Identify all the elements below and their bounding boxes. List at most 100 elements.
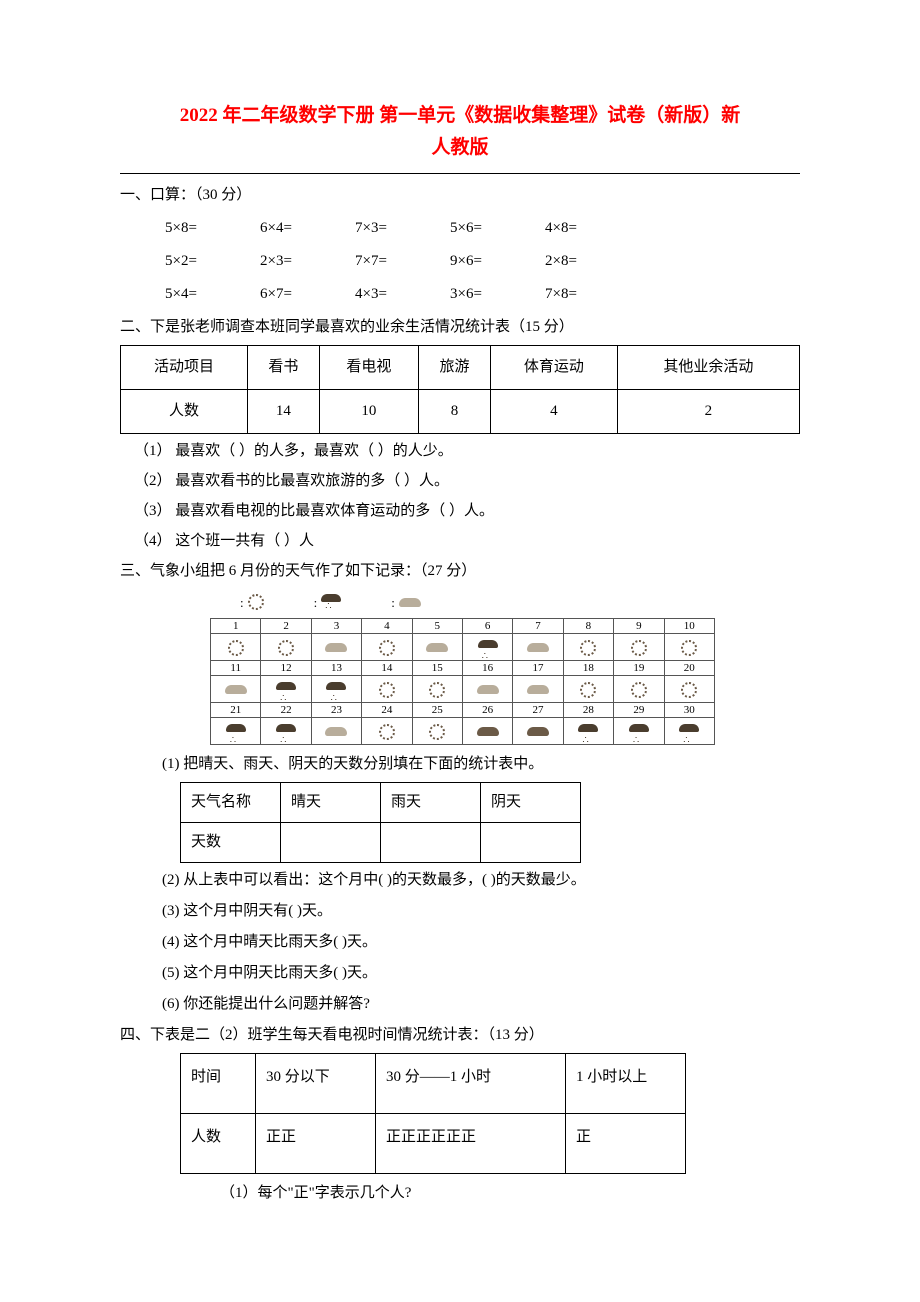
activity-data-cell: 2 bbox=[617, 389, 799, 433]
arith-cell: 2×8= bbox=[545, 248, 640, 275]
arith-cell: 4×3= bbox=[355, 281, 450, 308]
weather-fill-header: 雨天 bbox=[381, 782, 481, 822]
s2-q4: （4） 这个班一共有（ ）人 bbox=[120, 528, 800, 555]
rain-icon bbox=[321, 594, 341, 610]
rain-icon bbox=[478, 640, 498, 656]
calendar-day-weather bbox=[261, 675, 311, 702]
arith-cell: 5×6= bbox=[450, 215, 545, 242]
calendar-day-weather bbox=[563, 675, 613, 702]
weather-fill-cell: 天数 bbox=[181, 822, 281, 862]
cloud-icon bbox=[477, 685, 499, 694]
calendar-day-weather bbox=[362, 717, 412, 744]
calendar-day-number: 17 bbox=[513, 660, 563, 675]
cloud-icon bbox=[325, 643, 347, 652]
activity-data-cell: 14 bbox=[247, 389, 319, 433]
calendar-day-number: 12 bbox=[261, 660, 311, 675]
activity-header-cell: 看电视 bbox=[319, 345, 418, 389]
s3-q6: (6) 你还能提出什么问题并解答? bbox=[120, 991, 800, 1018]
calendar-day-number: 19 bbox=[614, 660, 664, 675]
sun-icon bbox=[681, 682, 697, 698]
rain-icon bbox=[276, 682, 296, 698]
tv-h2: 30 分以下 bbox=[256, 1053, 376, 1113]
activity-header-cell: 活动项目 bbox=[121, 345, 248, 389]
calendar-day-weather bbox=[311, 717, 361, 744]
calendar-day-number: 21 bbox=[211, 702, 261, 717]
calendar-day-weather bbox=[362, 633, 412, 660]
s3-q5: (5) 这个月中阴天比雨天多( )天。 bbox=[120, 960, 800, 987]
sun-icon bbox=[429, 724, 445, 740]
weather-fill-cell bbox=[281, 822, 381, 862]
arithmetic-grid: 5×8=6×4=7×3=5×6=4×8=5×2=2×3=7×7=9×6=2×8=… bbox=[120, 215, 800, 308]
rain-icon bbox=[226, 724, 246, 740]
activity-data-cell: 4 bbox=[490, 389, 617, 433]
calendar-day-number: 23 bbox=[311, 702, 361, 717]
section-2-heading: 二、下是张老师调查本班同学最喜欢的业余生活情况统计表（15 分） bbox=[120, 314, 800, 341]
calendar-day-number: 4 bbox=[362, 618, 412, 633]
s4-q1: （1）每个"正"字表示几个人? bbox=[120, 1180, 800, 1207]
activity-header-cell: 旅游 bbox=[419, 345, 491, 389]
calendar-day-weather bbox=[513, 633, 563, 660]
calendar-day-number: 5 bbox=[412, 618, 462, 633]
rain-icon bbox=[276, 724, 296, 740]
rain-icon bbox=[679, 724, 699, 740]
rain-icon bbox=[578, 724, 598, 740]
sun-icon bbox=[379, 724, 395, 740]
sun-icon bbox=[379, 640, 395, 656]
arith-cell: 5×8= bbox=[165, 215, 260, 242]
s3-q1: (1) 把晴天、雨天、阴天的天数分别填在下面的统计表中。 bbox=[120, 751, 800, 778]
calendar-day-weather bbox=[211, 675, 261, 702]
arith-cell: 4×8= bbox=[545, 215, 640, 242]
arith-cell: 2×3= bbox=[260, 248, 355, 275]
calendar-day-number: 30 bbox=[664, 702, 714, 717]
calendar-day-weather bbox=[664, 717, 714, 744]
calendar-day-weather bbox=[614, 675, 664, 702]
legend-cloudy: : bbox=[391, 591, 421, 614]
cloud-icon bbox=[527, 685, 549, 694]
sun-icon bbox=[681, 640, 697, 656]
calendar-day-weather bbox=[211, 717, 261, 744]
calendar-day-number: 1 bbox=[211, 618, 261, 633]
section-3-heading: 三、气象小组把 6 月份的天气作了如下记录：（27 分） bbox=[120, 558, 800, 585]
s3-q2: (2) 从上表中可以看出：这个月中( )的天数最多，( )的天数最少。 bbox=[120, 867, 800, 894]
calendar-day-weather bbox=[311, 675, 361, 702]
rain-icon bbox=[629, 724, 649, 740]
calendar-day-weather bbox=[412, 633, 462, 660]
tv-r3: 正正正正正正 bbox=[376, 1113, 566, 1173]
weather-fill-table: 天气名称晴天雨天阴天 天数 bbox=[180, 782, 581, 863]
calendar-day-number: 20 bbox=[664, 660, 714, 675]
tv-time-table: 时间 30 分以下 30 分——1 小时 1 小时以上 人数 正正 正正正正正正… bbox=[180, 1053, 686, 1174]
calendar-day-weather bbox=[664, 675, 714, 702]
calendar-day-number: 18 bbox=[563, 660, 613, 675]
cloud-icon bbox=[527, 643, 549, 652]
calendar-day-number: 27 bbox=[513, 702, 563, 717]
arith-cell: 5×4= bbox=[165, 281, 260, 308]
cloud-icon bbox=[527, 727, 549, 736]
legend-rainy: : bbox=[314, 591, 342, 614]
calendar-day-weather bbox=[462, 633, 512, 660]
calendar-day-number: 24 bbox=[362, 702, 412, 717]
tv-r2: 正正 bbox=[256, 1113, 376, 1173]
activity-header-cell: 体育运动 bbox=[490, 345, 617, 389]
calendar-day-weather bbox=[614, 633, 664, 660]
calendar-day-weather bbox=[311, 633, 361, 660]
sun-icon bbox=[580, 682, 596, 698]
activity-header-cell: 其他业余活动 bbox=[617, 345, 799, 389]
weather-fill-header: 天气名称 bbox=[181, 782, 281, 822]
sun-icon bbox=[631, 682, 647, 698]
arith-cell: 6×4= bbox=[260, 215, 355, 242]
calendar-day-weather bbox=[211, 633, 261, 660]
sun-icon bbox=[379, 682, 395, 698]
calendar-day-weather bbox=[261, 633, 311, 660]
activity-data-cell: 10 bbox=[319, 389, 418, 433]
calendar-day-weather bbox=[462, 717, 512, 744]
calendar-day-weather bbox=[362, 675, 412, 702]
arith-cell: 7×3= bbox=[355, 215, 450, 242]
cloud-icon bbox=[426, 643, 448, 652]
page-title: 2022 年二年级数学下册 第一单元《数据收集整理》试卷（新版）新 人教版 bbox=[120, 100, 800, 165]
calendar-day-weather bbox=[513, 675, 563, 702]
calendar-day-number: 13 bbox=[311, 660, 361, 675]
weather-fill-cell bbox=[481, 822, 581, 862]
activity-data-cell: 人数 bbox=[121, 389, 248, 433]
arith-cell: 3×6= bbox=[450, 281, 545, 308]
section-1-heading: 一、口算：（30 分） bbox=[120, 182, 800, 209]
